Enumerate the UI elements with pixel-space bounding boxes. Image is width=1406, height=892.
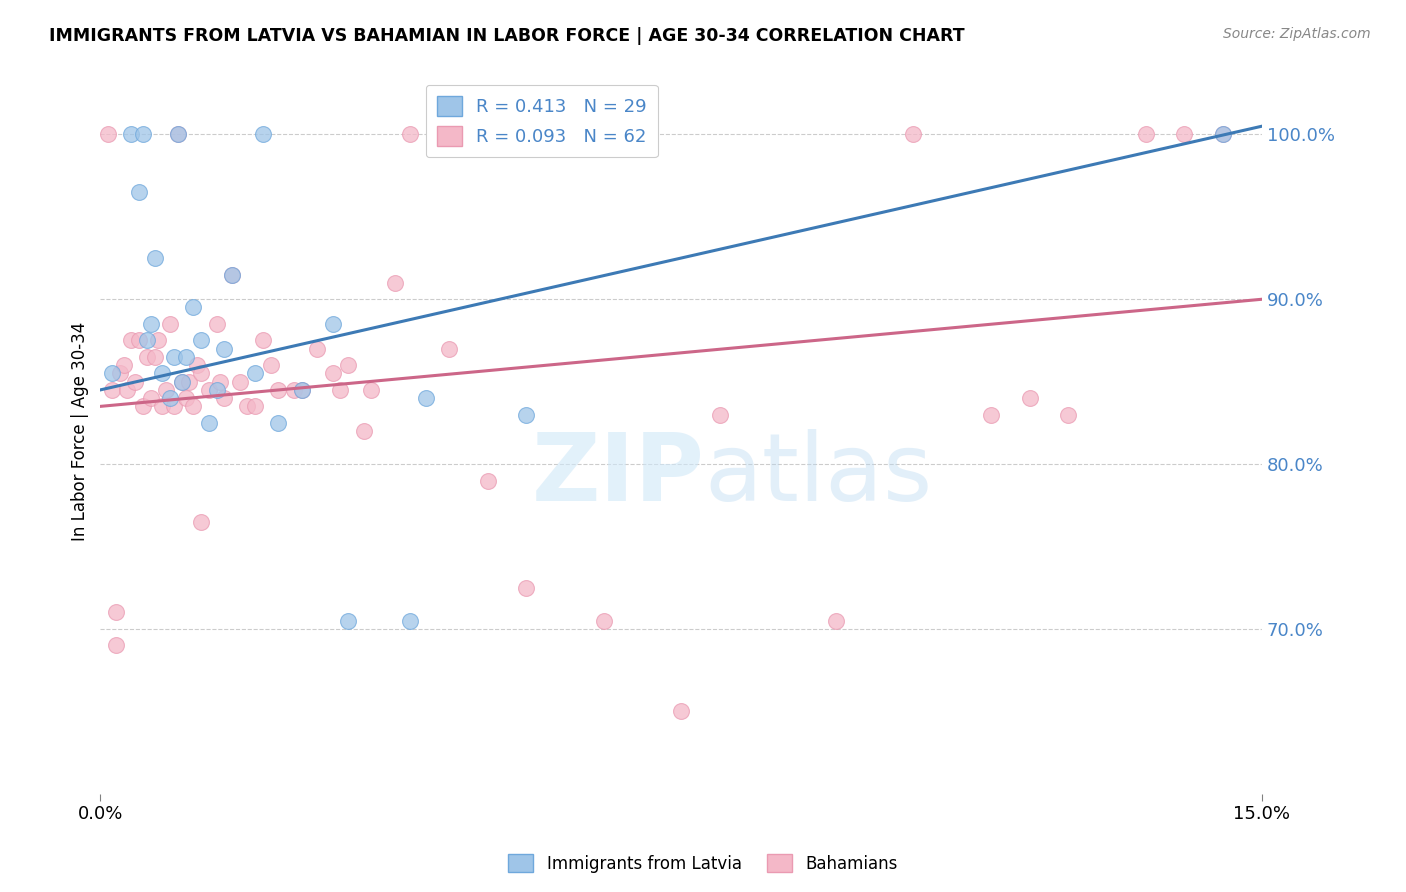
Point	[163, 350, 186, 364]
Point	[205, 383, 228, 397]
Point	[132, 400, 155, 414]
Point	[143, 251, 166, 265]
Point	[97, 128, 120, 142]
Point	[174, 350, 197, 364]
Point	[159, 391, 181, 405]
Point	[104, 638, 127, 652]
Point	[221, 268, 243, 282]
Point	[291, 383, 314, 397]
Text: IMMIGRANTS FROM LATVIA VS BAHAMIAN IN LABOR FORCE | AGE 30-34 CORRELATION CHART: IMMIGRANTS FROM LATVIA VS BAHAMIAN IN LA…	[49, 27, 965, 45]
Point	[229, 375, 252, 389]
Point	[139, 317, 162, 331]
Point	[128, 334, 150, 348]
Legend: Immigrants from Latvia, Bahamians: Immigrants from Latvia, Bahamians	[502, 847, 904, 880]
Point	[179, 375, 201, 389]
Point	[399, 128, 422, 142]
Point	[120, 334, 142, 348]
Point	[252, 128, 274, 142]
Point	[143, 350, 166, 364]
Point	[477, 474, 499, 488]
Text: atlas: atlas	[704, 429, 932, 521]
Point	[291, 383, 314, 397]
Point	[1018, 391, 1040, 405]
Point	[135, 334, 157, 348]
Point	[260, 358, 283, 372]
Point	[399, 614, 422, 628]
Point	[245, 400, 267, 414]
Point	[132, 128, 155, 142]
Point	[307, 342, 329, 356]
Y-axis label: In Labor Force | Age 30-34: In Labor Force | Age 30-34	[72, 321, 89, 541]
Point	[150, 400, 173, 414]
Point	[980, 408, 1002, 422]
Point	[337, 358, 360, 372]
Point	[245, 367, 267, 381]
Point	[360, 383, 382, 397]
Point	[148, 334, 170, 348]
Point	[108, 367, 131, 381]
Point	[437, 342, 460, 356]
Point	[1212, 128, 1234, 142]
Point	[163, 400, 186, 414]
Point	[825, 614, 848, 628]
Point	[205, 317, 228, 331]
Point	[415, 391, 437, 405]
Point	[117, 383, 139, 397]
Point	[170, 375, 193, 389]
Point	[1135, 128, 1157, 142]
Point	[709, 408, 731, 422]
Point	[170, 375, 193, 389]
Point	[181, 301, 204, 315]
Point	[384, 276, 406, 290]
Point	[212, 342, 235, 356]
Point	[190, 334, 212, 348]
Point	[104, 606, 127, 620]
Point	[174, 391, 197, 405]
Point	[212, 391, 235, 405]
Point	[322, 367, 344, 381]
Point	[166, 128, 188, 142]
Point	[1057, 408, 1080, 422]
Text: ZIP: ZIP	[531, 429, 704, 521]
Point	[515, 581, 537, 595]
Point	[124, 375, 146, 389]
Point	[337, 614, 360, 628]
Point	[155, 383, 177, 397]
Point	[159, 317, 181, 331]
Point	[197, 416, 219, 430]
Point	[283, 383, 305, 397]
Point	[1173, 128, 1195, 142]
Point	[139, 391, 162, 405]
Point	[267, 383, 290, 397]
Point	[322, 317, 344, 331]
Point	[209, 375, 232, 389]
Point	[166, 128, 188, 142]
Point	[236, 400, 259, 414]
Point	[128, 185, 150, 199]
Point	[353, 424, 375, 438]
Point	[515, 408, 537, 422]
Point	[197, 383, 219, 397]
Point	[190, 515, 212, 529]
Point	[592, 614, 614, 628]
Point	[120, 128, 142, 142]
Point	[135, 350, 157, 364]
Point	[669, 704, 692, 718]
Point	[267, 416, 290, 430]
Legend: R = 0.413   N = 29, R = 0.093   N = 62: R = 0.413 N = 29, R = 0.093 N = 62	[426, 85, 658, 157]
Point	[101, 367, 124, 381]
Point	[903, 128, 925, 142]
Point	[101, 383, 124, 397]
Point	[252, 334, 274, 348]
Text: Source: ZipAtlas.com: Source: ZipAtlas.com	[1223, 27, 1371, 41]
Point	[1212, 128, 1234, 142]
Point	[181, 400, 204, 414]
Point	[186, 358, 208, 372]
Point	[329, 383, 352, 397]
Point	[150, 367, 173, 381]
Point	[112, 358, 135, 372]
Point	[221, 268, 243, 282]
Point	[190, 367, 212, 381]
